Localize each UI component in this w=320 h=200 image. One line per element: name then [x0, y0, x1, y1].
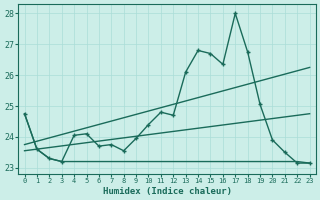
X-axis label: Humidex (Indice chaleur): Humidex (Indice chaleur): [103, 187, 232, 196]
